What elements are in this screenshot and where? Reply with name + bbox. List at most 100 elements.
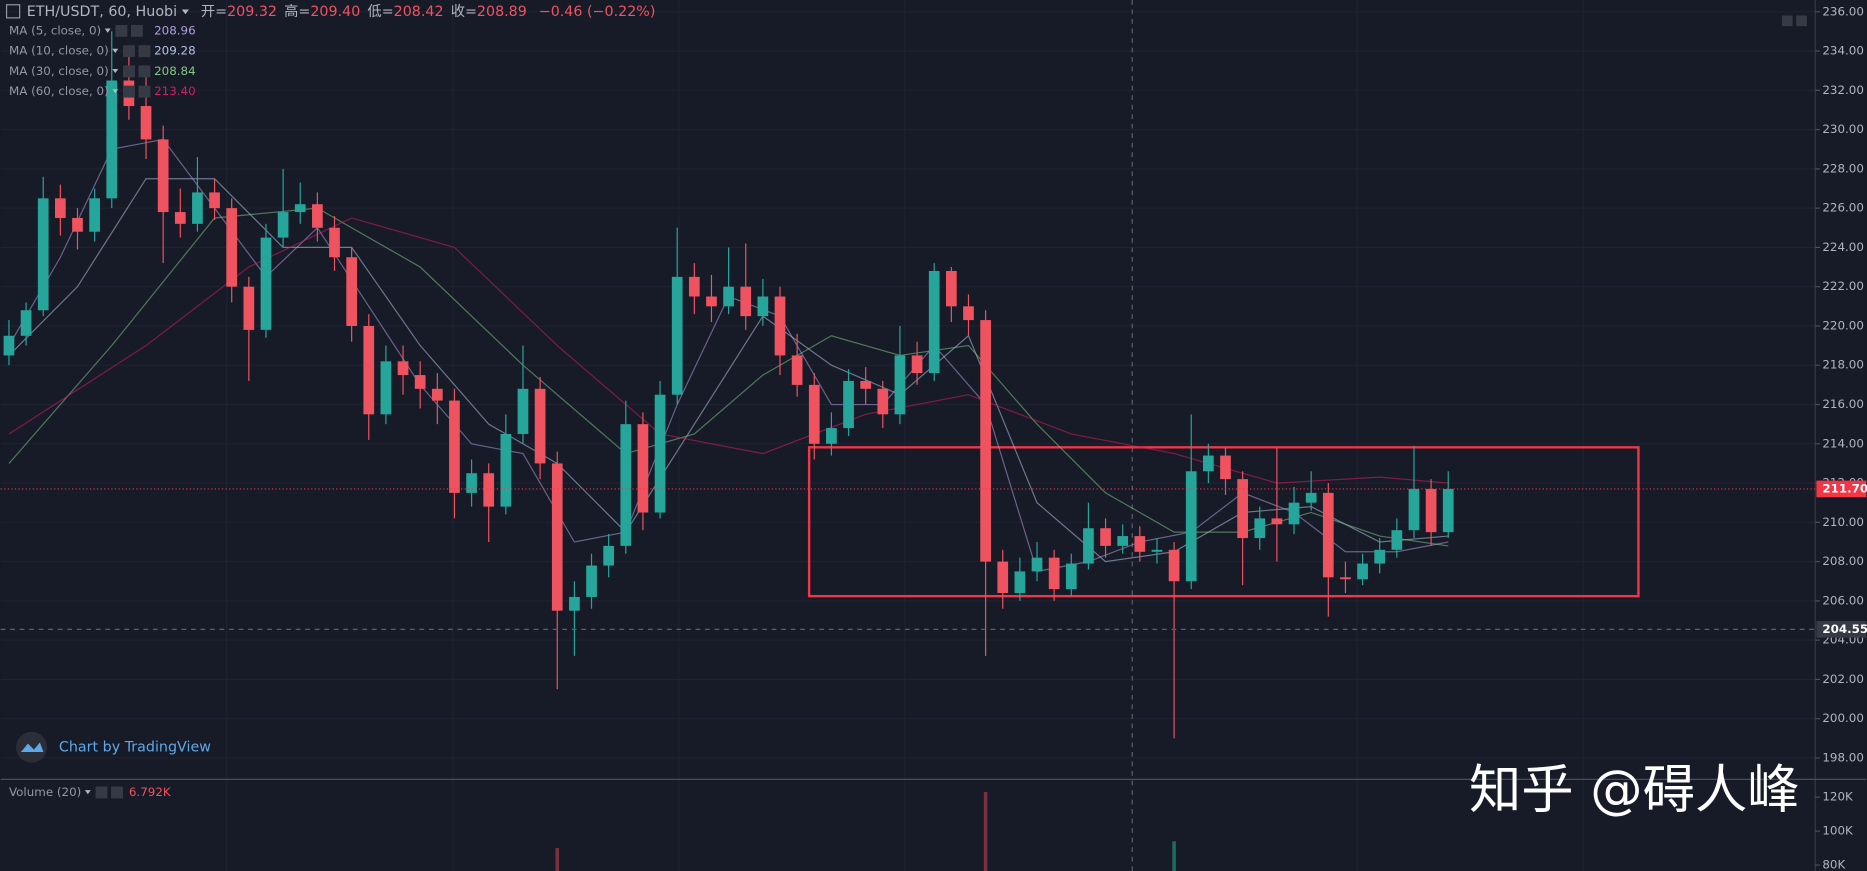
y-tick-label: 232.00	[1822, 83, 1864, 97]
candle-body	[603, 545, 615, 566]
legend-button[interactable]	[122, 45, 135, 58]
ohlc-label: 低=	[367, 3, 393, 20]
candle-body	[449, 400, 460, 493]
candle-body	[1014, 571, 1026, 594]
candle-body	[106, 80, 118, 199]
dropdown-icon	[112, 69, 119, 74]
candle-body	[894, 355, 906, 415]
candle-body	[945, 270, 957, 307]
collapse-icon[interactable]	[5, 4, 21, 19]
dropdown-icon	[112, 89, 119, 94]
y-tick-label: 214.00	[1822, 436, 1864, 450]
candle-body	[1271, 518, 1283, 525]
candle-body	[346, 257, 357, 326]
ma-legend-name: MA (30, close, 0)	[9, 64, 109, 78]
ohlc-value: 208.89	[477, 4, 527, 20]
y-tick-label: 220.00	[1822, 318, 1864, 332]
candle-body	[826, 428, 837, 444]
candle-body	[1374, 549, 1386, 564]
y-tick-label: 222.00	[1822, 279, 1864, 293]
y-tick-label: 202.00	[1822, 672, 1864, 686]
candle-body	[1220, 455, 1231, 480]
volume-legend-name: Volume (20)	[9, 785, 81, 799]
candle-body	[1065, 563, 1077, 590]
ma-legend-value: 208.84	[154, 64, 196, 78]
candle-body	[1168, 549, 1180, 582]
candle-body	[620, 424, 632, 546]
legend-button[interactable]	[115, 24, 128, 37]
candle-body	[209, 192, 220, 209]
ohlc-label: 收=	[451, 3, 477, 20]
candle-body	[1391, 530, 1403, 550]
candle-body	[843, 380, 854, 429]
candle-body	[55, 198, 66, 218]
legend-button[interactable]	[130, 24, 143, 37]
candle-body	[414, 375, 426, 389]
legend-button[interactable]	[122, 65, 135, 78]
y-tick-label: 206.00	[1822, 593, 1864, 607]
candle-body	[757, 296, 769, 317]
candle-body	[483, 473, 495, 507]
ohlc-value: 208.42	[394, 4, 444, 20]
candle-body	[1408, 488, 1420, 531]
candle-body	[1203, 455, 1214, 472]
pane-button[interactable]	[1796, 15, 1807, 27]
y-tick-label: 224.00	[1822, 240, 1864, 254]
y-tick-label: 216.00	[1822, 397, 1864, 411]
candle-body	[1254, 518, 1266, 539]
candle-body	[174, 212, 186, 224]
candle-body	[997, 561, 1009, 594]
symbol-title: ETH/USDT, 60, Huobi	[27, 4, 177, 20]
ohlc-label: 开=	[201, 4, 227, 20]
crosshair-label: 204.55	[1822, 622, 1867, 636]
candle-body	[1340, 577, 1351, 580]
tv-logo-mark	[20, 742, 44, 753]
ma-legend-value: 209.28	[154, 44, 196, 58]
change: −0.46 (−0.22%)	[539, 4, 656, 20]
candle-body	[791, 355, 803, 385]
candle-body	[1357, 563, 1368, 580]
y-tick-label: 208.00	[1822, 554, 1864, 568]
candle-body	[431, 388, 443, 401]
legend-button[interactable]	[138, 45, 151, 58]
candle-body	[260, 237, 272, 330]
grid	[0, 0, 1816, 871]
y-tick-label: 230.00	[1822, 122, 1864, 136]
candle-body	[192, 192, 203, 224]
candle-body	[1151, 549, 1163, 552]
volume-bar	[983, 792, 988, 871]
candle-body	[500, 433, 512, 507]
y-tick-label: 226.00	[1822, 201, 1864, 215]
dropdown-icon	[181, 9, 189, 15]
candle-body	[1185, 471, 1197, 582]
y-tick-label: 198.00	[1822, 750, 1864, 764]
crosshair-label-bg	[1816, 621, 1867, 638]
candle-body	[980, 320, 991, 562]
ma-legend-value: 213.40	[154, 84, 196, 98]
legend-button[interactable]	[138, 65, 151, 78]
legend-button[interactable]	[138, 85, 151, 98]
y-tick-label: 210.00	[1822, 515, 1864, 529]
candle-body	[363, 325, 375, 415]
legend-button[interactable]	[95, 786, 108, 799]
candle-body	[72, 217, 83, 232]
candle-body	[226, 208, 238, 287]
legend-button[interactable]	[122, 85, 135, 98]
dropdown-icon	[112, 48, 119, 53]
candle-body	[466, 473, 477, 493]
ohlc-value: 209.32	[227, 4, 277, 20]
candle-body	[3, 335, 15, 356]
candle-body	[569, 596, 580, 611]
candle-body	[586, 565, 597, 597]
pane-button[interactable]	[1781, 15, 1793, 27]
candle-body	[671, 276, 683, 395]
candle-body	[688, 276, 700, 297]
credit[interactable]: Chart by TradingView	[59, 739, 211, 755]
ma-legend-value: 208.96	[154, 23, 196, 37]
legend-button[interactable]	[111, 786, 123, 799]
candle-body	[140, 106, 152, 140]
candle-body	[808, 384, 820, 444]
dropdown-icon	[84, 790, 91, 795]
